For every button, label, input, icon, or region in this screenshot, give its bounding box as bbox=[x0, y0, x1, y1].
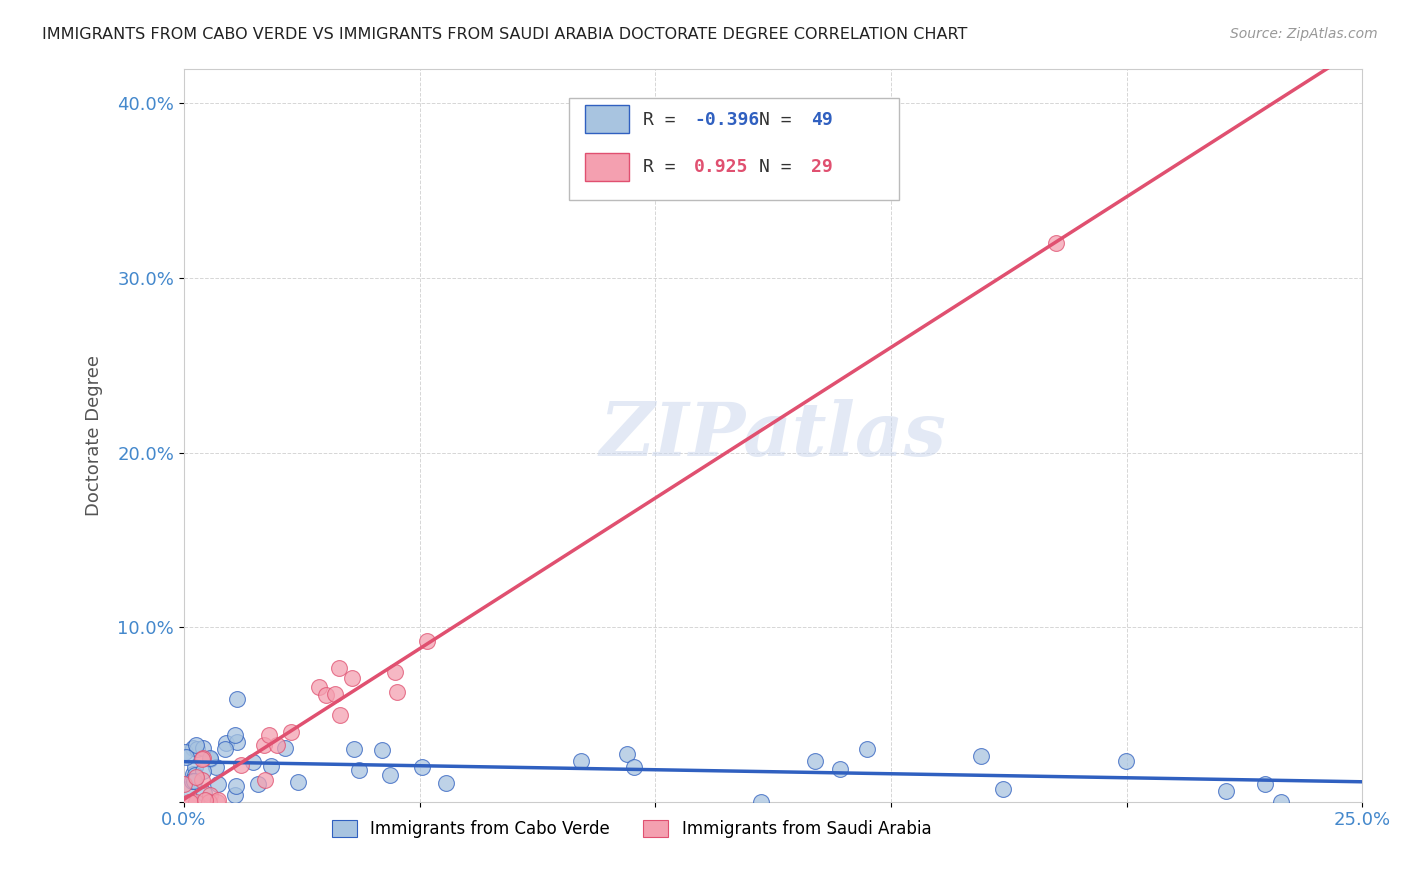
Point bbox=[343, 742, 366, 756]
Point bbox=[384, 665, 406, 680]
Point bbox=[200, 752, 222, 766]
Text: N =: N = bbox=[759, 159, 803, 177]
Point bbox=[253, 738, 276, 752]
Point bbox=[260, 759, 283, 773]
Point bbox=[207, 795, 229, 809]
Text: N =: N = bbox=[759, 111, 803, 128]
Point bbox=[287, 775, 309, 789]
Point bbox=[308, 680, 330, 694]
Text: 29: 29 bbox=[811, 159, 832, 177]
Point bbox=[193, 751, 215, 765]
Point bbox=[411, 760, 433, 774]
FancyBboxPatch shape bbox=[585, 105, 630, 133]
Point bbox=[198, 751, 221, 765]
Point bbox=[194, 793, 217, 807]
Point bbox=[183, 766, 205, 780]
Point bbox=[1045, 235, 1067, 250]
Text: 49: 49 bbox=[811, 111, 832, 128]
Point bbox=[991, 781, 1014, 796]
Point bbox=[266, 738, 288, 752]
Point bbox=[1253, 777, 1275, 791]
Point bbox=[855, 742, 877, 756]
Text: -0.396: -0.396 bbox=[695, 111, 759, 128]
Point bbox=[378, 767, 401, 781]
Point bbox=[371, 743, 394, 757]
Point bbox=[183, 774, 205, 789]
Point bbox=[280, 725, 302, 739]
Point bbox=[229, 757, 252, 772]
Legend: Immigrants from Cabo Verde, Immigrants from Saudi Arabia: Immigrants from Cabo Verde, Immigrants f… bbox=[325, 813, 938, 845]
Point bbox=[224, 728, 246, 742]
Point bbox=[184, 760, 207, 774]
Point bbox=[184, 795, 207, 809]
Point bbox=[184, 770, 207, 784]
Point bbox=[186, 738, 208, 752]
Point bbox=[340, 671, 363, 685]
Point bbox=[224, 788, 246, 802]
Point bbox=[329, 707, 352, 722]
Point bbox=[184, 768, 207, 782]
Point bbox=[207, 793, 229, 807]
Point bbox=[191, 752, 214, 766]
Point bbox=[349, 764, 371, 778]
Point bbox=[214, 741, 236, 756]
Point bbox=[749, 795, 772, 809]
Point bbox=[274, 740, 297, 755]
Point bbox=[571, 754, 593, 768]
Point bbox=[1115, 754, 1137, 768]
Point bbox=[174, 745, 197, 759]
Text: 0.925: 0.925 bbox=[695, 159, 748, 177]
Text: IMMIGRANTS FROM CABO VERDE VS IMMIGRANTS FROM SAUDI ARABIA DOCTORATE DEGREE CORR: IMMIGRANTS FROM CABO VERDE VS IMMIGRANTS… bbox=[42, 27, 967, 42]
Point bbox=[315, 688, 337, 702]
Point bbox=[328, 661, 350, 675]
Point bbox=[193, 785, 215, 799]
Point bbox=[207, 777, 229, 791]
Point bbox=[257, 728, 280, 742]
Point bbox=[176, 749, 198, 764]
Point bbox=[804, 754, 827, 768]
Point bbox=[323, 688, 346, 702]
Point bbox=[181, 773, 204, 788]
Point bbox=[434, 776, 457, 790]
Point bbox=[830, 762, 852, 776]
Point bbox=[385, 685, 408, 699]
Point bbox=[1270, 795, 1292, 809]
Point bbox=[970, 748, 993, 763]
FancyBboxPatch shape bbox=[585, 153, 630, 181]
Point bbox=[193, 740, 215, 755]
Point bbox=[173, 777, 195, 791]
Point bbox=[225, 692, 247, 706]
Point bbox=[242, 755, 264, 769]
Point bbox=[253, 772, 276, 787]
Point bbox=[1215, 783, 1237, 797]
Point bbox=[623, 759, 645, 773]
Point bbox=[226, 734, 249, 748]
Text: R =: R = bbox=[644, 159, 688, 177]
Point bbox=[183, 741, 205, 756]
Point bbox=[191, 772, 214, 787]
Y-axis label: Doctorate Degree: Doctorate Degree bbox=[86, 354, 103, 516]
Point bbox=[225, 779, 247, 793]
Point bbox=[616, 747, 638, 761]
Point bbox=[215, 736, 238, 750]
Point bbox=[416, 633, 439, 648]
Point bbox=[186, 742, 208, 756]
Point bbox=[179, 795, 201, 809]
FancyBboxPatch shape bbox=[569, 98, 900, 201]
Text: Source: ZipAtlas.com: Source: ZipAtlas.com bbox=[1230, 27, 1378, 41]
Point bbox=[179, 795, 201, 809]
Text: ZIPatlas: ZIPatlas bbox=[600, 399, 946, 471]
Point bbox=[204, 760, 226, 774]
Point bbox=[193, 764, 215, 779]
Point bbox=[198, 788, 221, 802]
Text: R =: R = bbox=[644, 111, 688, 128]
Point bbox=[176, 782, 198, 797]
Point bbox=[247, 777, 270, 791]
Point bbox=[198, 795, 221, 809]
